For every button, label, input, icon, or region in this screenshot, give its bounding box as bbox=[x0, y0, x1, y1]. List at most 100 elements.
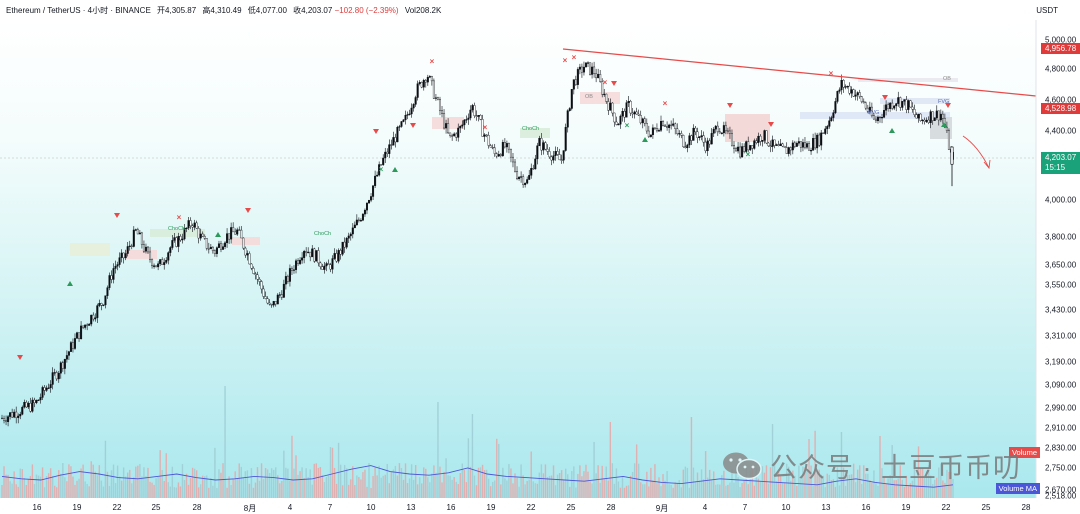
candle-body[interactable] bbox=[305, 251, 308, 253]
candle-body[interactable] bbox=[621, 111, 624, 117]
candle-body[interactable] bbox=[487, 135, 490, 146]
candle-body[interactable] bbox=[597, 74, 600, 79]
candle-body[interactable] bbox=[526, 179, 529, 184]
candle-body[interactable] bbox=[785, 147, 788, 154]
candle-body[interactable] bbox=[759, 135, 762, 142]
candle-body[interactable] bbox=[765, 130, 768, 144]
candle-body[interactable] bbox=[653, 127, 656, 129]
candle-body[interactable] bbox=[718, 131, 721, 134]
candle-body[interactable] bbox=[15, 411, 18, 418]
candle-body[interactable] bbox=[582, 66, 585, 73]
candle-body[interactable] bbox=[124, 253, 127, 259]
candle-body[interactable] bbox=[749, 145, 752, 151]
candle-body[interactable] bbox=[386, 151, 389, 154]
candle-body[interactable] bbox=[361, 213, 364, 221]
candle-body[interactable] bbox=[228, 233, 231, 240]
candle-body[interactable] bbox=[410, 107, 413, 115]
candle-body[interactable] bbox=[128, 245, 131, 247]
candle-body[interactable] bbox=[516, 171, 519, 180]
candle-body[interactable] bbox=[836, 91, 839, 102]
candle-body[interactable] bbox=[51, 372, 54, 385]
candle-body[interactable] bbox=[572, 79, 575, 90]
candle-body[interactable] bbox=[755, 140, 758, 143]
candle-body[interactable] bbox=[491, 146, 494, 149]
candle-body[interactable] bbox=[566, 110, 569, 128]
candle-body[interactable] bbox=[692, 127, 695, 141]
candle-body[interactable] bbox=[471, 105, 474, 111]
candle-body[interactable] bbox=[528, 175, 531, 180]
candle-body[interactable] bbox=[907, 100, 910, 110]
candle-body[interactable] bbox=[297, 260, 300, 264]
candle-body[interactable] bbox=[215, 247, 218, 254]
candle-body[interactable] bbox=[595, 73, 598, 79]
candle-body[interactable] bbox=[151, 259, 154, 267]
candle-body[interactable] bbox=[299, 259, 302, 264]
candle-body[interactable] bbox=[649, 134, 652, 137]
candle-body[interactable] bbox=[850, 89, 853, 94]
candle-body[interactable] bbox=[801, 142, 804, 148]
candle-body[interactable] bbox=[88, 323, 91, 326]
candle-body[interactable] bbox=[775, 144, 778, 146]
candle-body[interactable] bbox=[236, 229, 239, 235]
candle-body[interactable] bbox=[242, 237, 245, 249]
candle-body[interactable] bbox=[901, 101, 904, 108]
candle-body[interactable] bbox=[481, 119, 484, 137]
candle-body[interactable] bbox=[406, 114, 409, 116]
candle-body[interactable] bbox=[931, 111, 934, 121]
candle-body[interactable] bbox=[175, 237, 178, 247]
candle-body[interactable] bbox=[763, 130, 766, 141]
candle-body[interactable] bbox=[19, 414, 22, 417]
candle-body[interactable] bbox=[451, 135, 454, 137]
candle-body[interactable] bbox=[374, 175, 377, 186]
candle-body[interactable] bbox=[720, 132, 723, 134]
candle-body[interactable] bbox=[897, 97, 900, 104]
candle-body[interactable] bbox=[511, 156, 514, 163]
candle-body[interactable] bbox=[643, 118, 646, 124]
candle-body[interactable] bbox=[657, 130, 660, 132]
candle-body[interactable] bbox=[733, 144, 736, 149]
candle-body[interactable] bbox=[927, 119, 930, 123]
candle-body[interactable] bbox=[623, 111, 626, 118]
candle-body[interactable] bbox=[874, 118, 877, 122]
candle-body[interactable] bbox=[670, 124, 673, 126]
candle-body[interactable] bbox=[303, 251, 306, 258]
candle-body[interactable] bbox=[55, 372, 58, 380]
candle-body[interactable] bbox=[704, 141, 707, 152]
candle-body[interactable] bbox=[217, 243, 220, 248]
candle-body[interactable] bbox=[674, 123, 677, 129]
candle-body[interactable] bbox=[246, 253, 249, 256]
candle-body[interactable] bbox=[57, 373, 60, 380]
candle-body[interactable] bbox=[578, 66, 581, 70]
candle-body[interactable] bbox=[266, 298, 269, 304]
candle-body[interactable] bbox=[860, 96, 863, 102]
candle-body[interactable] bbox=[84, 324, 87, 328]
candle-body[interactable] bbox=[382, 157, 385, 165]
candle-body[interactable] bbox=[240, 229, 243, 239]
candle-body[interactable] bbox=[343, 241, 346, 248]
candle-body[interactable] bbox=[810, 150, 813, 152]
candle-body[interactable] bbox=[467, 117, 470, 120]
candle-body[interactable] bbox=[351, 227, 354, 235]
candle-body[interactable] bbox=[272, 301, 275, 306]
candle-body[interactable] bbox=[250, 263, 253, 269]
candle-body[interactable] bbox=[889, 102, 892, 109]
candle-body[interactable] bbox=[165, 260, 168, 263]
candle-body[interactable] bbox=[858, 92, 861, 97]
candle-body[interactable] bbox=[702, 135, 705, 143]
candle-body[interactable] bbox=[274, 301, 277, 305]
candle-body[interactable] bbox=[370, 196, 373, 201]
candle-body[interactable] bbox=[777, 144, 780, 146]
candle-body[interactable] bbox=[769, 145, 772, 147]
candle-body[interactable] bbox=[262, 288, 265, 297]
candle-body[interactable] bbox=[140, 232, 143, 245]
candle-body[interactable] bbox=[603, 93, 606, 96]
candle-body[interactable] bbox=[59, 362, 62, 374]
candle-body[interactable] bbox=[193, 222, 196, 228]
candle-body[interactable] bbox=[682, 135, 685, 148]
candle-body[interactable] bbox=[219, 243, 222, 250]
candle-body[interactable] bbox=[627, 101, 630, 103]
candle-body[interactable] bbox=[398, 126, 401, 128]
candle-body[interactable] bbox=[432, 80, 435, 99]
candle-body[interactable] bbox=[929, 111, 932, 123]
